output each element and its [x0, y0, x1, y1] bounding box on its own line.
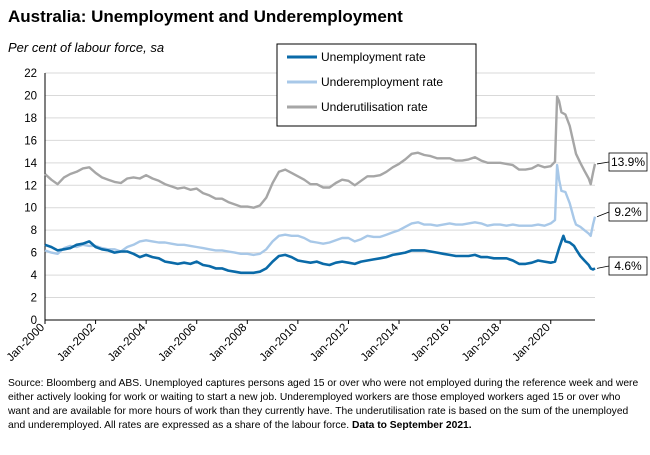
- x-tick-label: Jan-2000: [5, 322, 47, 364]
- legend: Unemployment rate Underemployment rate Und…: [276, 43, 477, 127]
- legend-label: Unemployment rate: [321, 50, 426, 64]
- y-tick-label: 4: [31, 270, 38, 282]
- chart-subtitle: Per cent of labour force, sa: [8, 40, 165, 55]
- end-label-value: 13.9%: [611, 155, 645, 169]
- end-label-box: [608, 152, 648, 172]
- source-text: Source: Bloomberg and ABS. Unemployed ca…: [8, 378, 639, 431]
- y-tick-label: 2: [31, 293, 37, 305]
- x-tick-label: Jan-2008: [207, 322, 249, 364]
- y-tick-label: 6: [31, 248, 37, 260]
- y-tick-label: 10: [24, 203, 37, 215]
- x-tick-label: Jan-2004: [106, 321, 149, 364]
- y-tick-label: 20: [24, 90, 37, 102]
- series-line-underemployment-rate: [44, 163, 597, 257]
- y-tick-label: 8: [31, 225, 37, 237]
- end-label-box: [608, 256, 648, 276]
- end-labels: 13.9% 9.2% 4.6%: [596, 152, 648, 276]
- x-tick-label: Jan-2016: [409, 322, 451, 364]
- y-tick-label: 0: [31, 315, 37, 327]
- legend-label: Underemployment rate: [321, 75, 443, 89]
- x-tick-label: Jan-2018: [460, 322, 502, 364]
- end-label-value: 4.6%: [614, 259, 642, 273]
- y-tick-label: 22: [24, 68, 37, 80]
- x-tick-label: Jan-2002: [55, 322, 97, 364]
- x-tick-label: Jan-2010: [258, 322, 300, 364]
- series-lines: [44, 95, 597, 275]
- end-label-value: 9.2%: [614, 205, 642, 219]
- end-label-leader: [596, 161, 610, 165]
- y-tick-label: 14: [24, 158, 37, 170]
- legend-label: Underutilisation rate: [321, 100, 428, 114]
- x-tick-label: Jan-2012: [308, 322, 350, 364]
- y-tick-label: 16: [24, 135, 37, 147]
- source-note: Source: Bloomberg and ABS. Unemployed ca…: [8, 377, 644, 433]
- end-label-box: [608, 202, 648, 222]
- x-tick-label: Jan-2014: [359, 321, 402, 364]
- source-data-date: Data to September 2021.: [352, 420, 472, 431]
- y-tick-label: 18: [24, 113, 37, 125]
- x-tick-label: Jan-2006: [156, 322, 198, 364]
- x-tick-label: Jan-2020: [510, 322, 552, 364]
- end-label-leader: [596, 265, 610, 269]
- y-tick-label: 12: [24, 180, 37, 192]
- series-line-unemployment-rate: [44, 234, 596, 275]
- series-line-underutilisation-rate: [44, 95, 597, 209]
- chart-title: Australia: Unemployment and Underemploym…: [8, 7, 403, 26]
- end-label-leader: [596, 211, 610, 218]
